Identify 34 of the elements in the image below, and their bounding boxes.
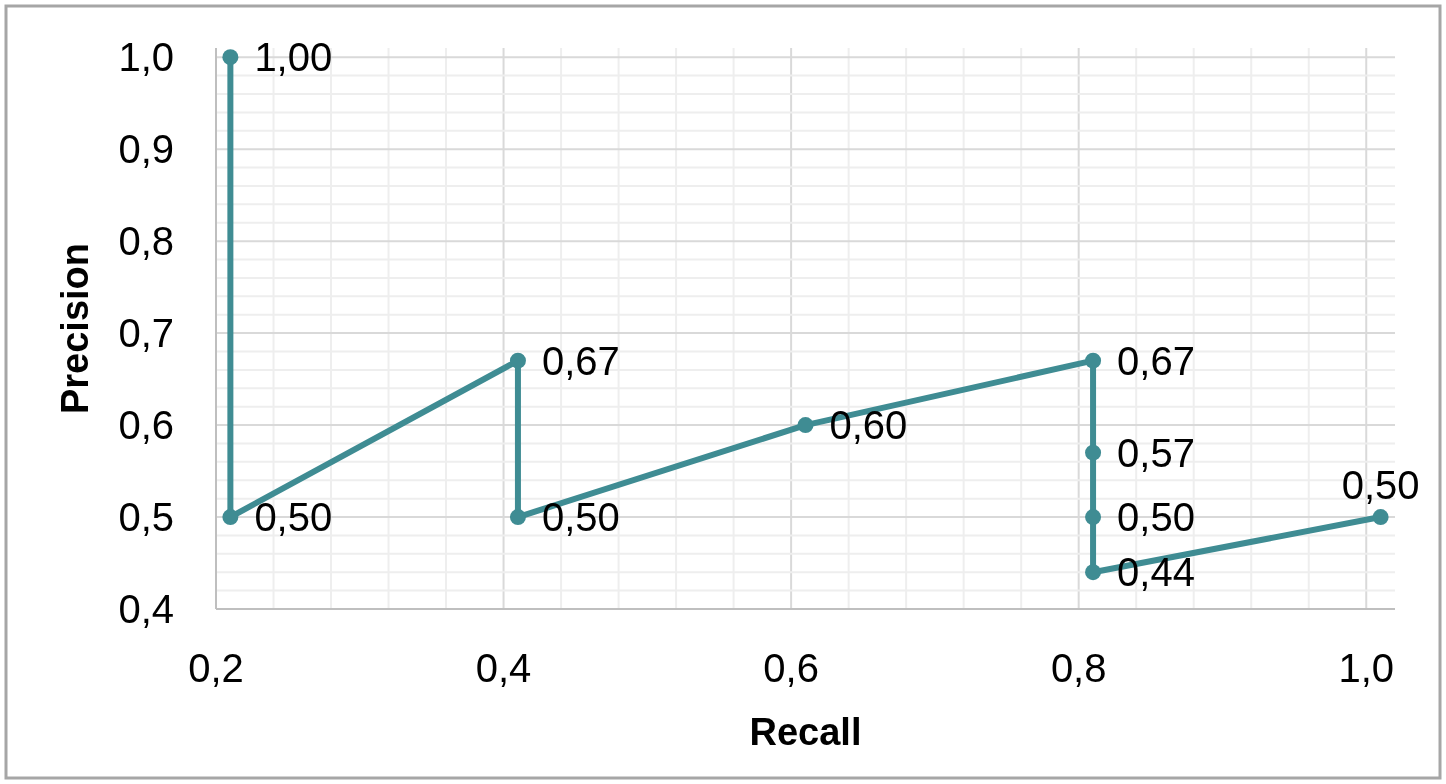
data-label: 0,60 — [829, 403, 908, 448]
data-label: 0,50 — [1341, 463, 1420, 508]
point — [509, 509, 526, 526]
point — [509, 352, 526, 369]
data-label: 0,44 — [1117, 550, 1195, 595]
y-tick-label: 1,0 — [118, 35, 174, 80]
point — [1372, 509, 1389, 526]
y-tick-label: 0,4 — [118, 587, 174, 631]
data-label: 0,67 — [541, 338, 620, 383]
y-tick-label: 0,5 — [118, 495, 174, 540]
data-label: 0,67 — [1117, 338, 1195, 383]
x-tick-label: 0,4 — [475, 646, 532, 690]
x-tick-label: 0,6 — [763, 646, 819, 690]
data-label: 0,50 — [254, 495, 333, 540]
data-label: 0,50 — [541, 495, 620, 540]
point — [222, 509, 239, 526]
y-tick-label: 0,7 — [118, 311, 174, 356]
y-axis-title: Precision — [54, 242, 96, 415]
point — [1085, 444, 1102, 461]
y-tick-label: 0,6 — [118, 403, 174, 448]
x-tick-label: 0,8 — [1050, 646, 1107, 690]
x-axis-title: Recall — [749, 711, 862, 753]
point — [222, 49, 239, 66]
x-tick-label: 1,0 — [1338, 646, 1395, 690]
point — [1085, 509, 1102, 526]
data-label: 1,00 — [254, 35, 333, 80]
y-tick-label: 0,8 — [118, 219, 174, 264]
data-label: 0,57 — [1117, 430, 1195, 475]
x-tick-label: 0,2 — [188, 646, 244, 690]
point — [797, 417, 814, 434]
y-tick-label: 0,9 — [118, 127, 174, 172]
point — [1085, 564, 1102, 581]
point — [1085, 352, 1102, 369]
data-label: 0,50 — [1117, 495, 1195, 540]
